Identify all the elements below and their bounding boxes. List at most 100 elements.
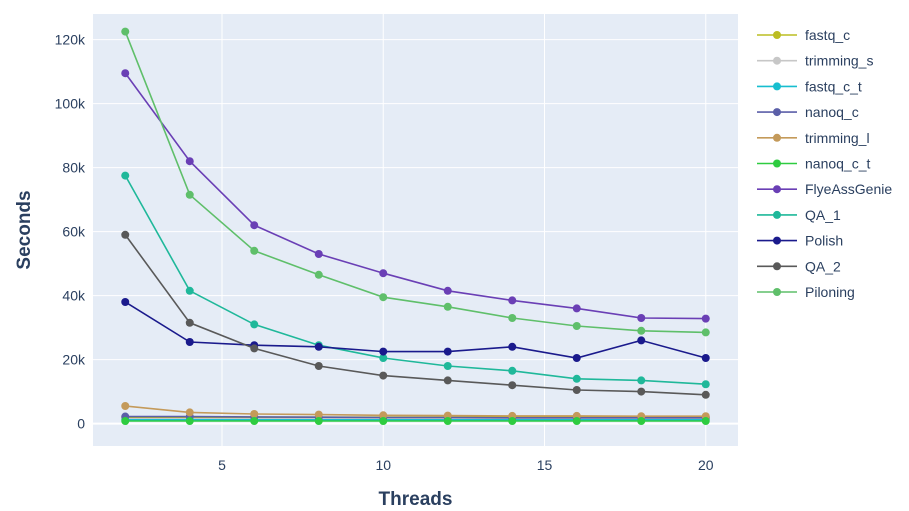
legend-marker	[773, 210, 781, 219]
series-line	[124, 72, 706, 320]
data-point	[443, 286, 452, 295]
data-point	[443, 302, 452, 311]
data-point	[443, 376, 452, 385]
data-point	[572, 322, 581, 330]
data-point	[314, 270, 323, 279]
data-point	[701, 390, 710, 399]
data-point	[508, 417, 517, 426]
legend-item[interactable]: fastq_c	[757, 27, 850, 43]
legend-marker	[773, 288, 781, 296]
legend-item[interactable]: nanoq_c_t	[757, 156, 871, 172]
data-point	[637, 387, 646, 396]
data-point	[443, 347, 452, 356]
legend-label: Polish	[805, 233, 843, 249]
x-tick-label: 10	[375, 457, 391, 473]
data-point	[250, 246, 259, 255]
series-Piloning	[121, 27, 710, 337]
data-point	[185, 190, 194, 199]
data-point	[250, 320, 259, 329]
legend-label: fastq_c	[805, 27, 850, 43]
legend-item[interactable]: Piloning	[757, 284, 855, 300]
data-point	[250, 344, 259, 353]
legend-label: trimming_l	[805, 130, 870, 146]
legend-item[interactable]: Polish	[757, 233, 843, 249]
data-point	[508, 381, 517, 390]
data-point	[637, 336, 646, 345]
y-tick-label: 20k	[62, 352, 86, 368]
x-axis-title: Threads	[379, 489, 453, 510]
legend-label: nanoq_c_t	[805, 156, 871, 172]
legend-item[interactable]: QA_2	[757, 258, 841, 274]
legend-marker	[773, 159, 781, 168]
series-line	[125, 405, 706, 418]
data-point	[121, 230, 130, 239]
series-line	[124, 175, 706, 385]
legend[interactable]: fastq_c trimming_s fastq_c_t nanoq_ctrimmin…	[757, 27, 892, 300]
data-point	[701, 380, 710, 389]
legend-label: trimming_s	[805, 53, 873, 69]
x-tick-label: 5	[218, 457, 226, 473]
data-point	[572, 354, 581, 362]
legend-marker	[773, 185, 781, 194]
data-point	[185, 408, 194, 417]
data-point	[443, 417, 452, 426]
series-lines	[121, 27, 710, 426]
data-point	[572, 386, 581, 394]
legend-label: QA_1	[805, 207, 841, 223]
x-tick-label: 15	[537, 457, 553, 473]
data-point	[508, 314, 517, 322]
data-point	[185, 157, 194, 166]
y-tick-label: 40k	[62, 288, 86, 304]
data-point	[637, 417, 646, 426]
data-point	[637, 376, 646, 385]
legend-item[interactable]: FlyeAssGenie	[757, 181, 892, 197]
data-point	[637, 314, 646, 322]
data-point	[185, 286, 194, 295]
data-point	[250, 221, 259, 230]
y-tick-label: 60k	[62, 224, 86, 240]
data-point	[121, 171, 130, 180]
data-point	[379, 354, 388, 362]
legend-label: nanoq_c	[805, 104, 859, 120]
legend-item[interactable]: trimming_s	[757, 53, 873, 69]
data-point	[701, 417, 710, 426]
y-tick-label: 120k	[55, 32, 86, 48]
legend-item[interactable]: QA_1	[757, 207, 841, 223]
series-Polish	[121, 298, 710, 362]
data-point	[314, 410, 323, 419]
data-point	[121, 402, 130, 410]
series-line	[124, 234, 706, 396]
data-point	[508, 342, 517, 351]
legend-marker	[773, 108, 781, 117]
data-point	[379, 371, 388, 380]
data-point	[185, 338, 194, 346]
data-point	[121, 417, 130, 426]
data-point	[572, 417, 581, 426]
data-point	[121, 69, 130, 78]
data-point	[121, 27, 130, 36]
y-tick-label: 100k	[55, 96, 86, 112]
data-point	[250, 417, 259, 426]
series-line	[124, 301, 707, 359]
legend-label: fastq_c_t	[805, 78, 862, 94]
legend-item[interactable]: trimming_l	[757, 130, 870, 146]
legend-marker	[773, 236, 781, 245]
data-point	[250, 410, 259, 418]
data-point	[314, 362, 323, 370]
legend-item[interactable]: fastq_c_t	[757, 78, 862, 94]
series-line	[124, 31, 706, 334]
data-point	[314, 250, 323, 258]
data-point	[314, 342, 323, 351]
legend-marker	[773, 56, 781, 65]
series-nanoq_c_t	[121, 417, 710, 426]
legend-marker	[773, 262, 781, 271]
legend-item[interactable]: nanoq_c	[757, 104, 859, 120]
legend-label: Piloning	[805, 284, 855, 300]
data-point	[379, 269, 388, 278]
plot-area	[93, 14, 738, 446]
series-QA_1	[121, 171, 710, 389]
data-point	[443, 362, 452, 370]
legend-marker	[773, 133, 781, 142]
data-point	[572, 304, 581, 313]
